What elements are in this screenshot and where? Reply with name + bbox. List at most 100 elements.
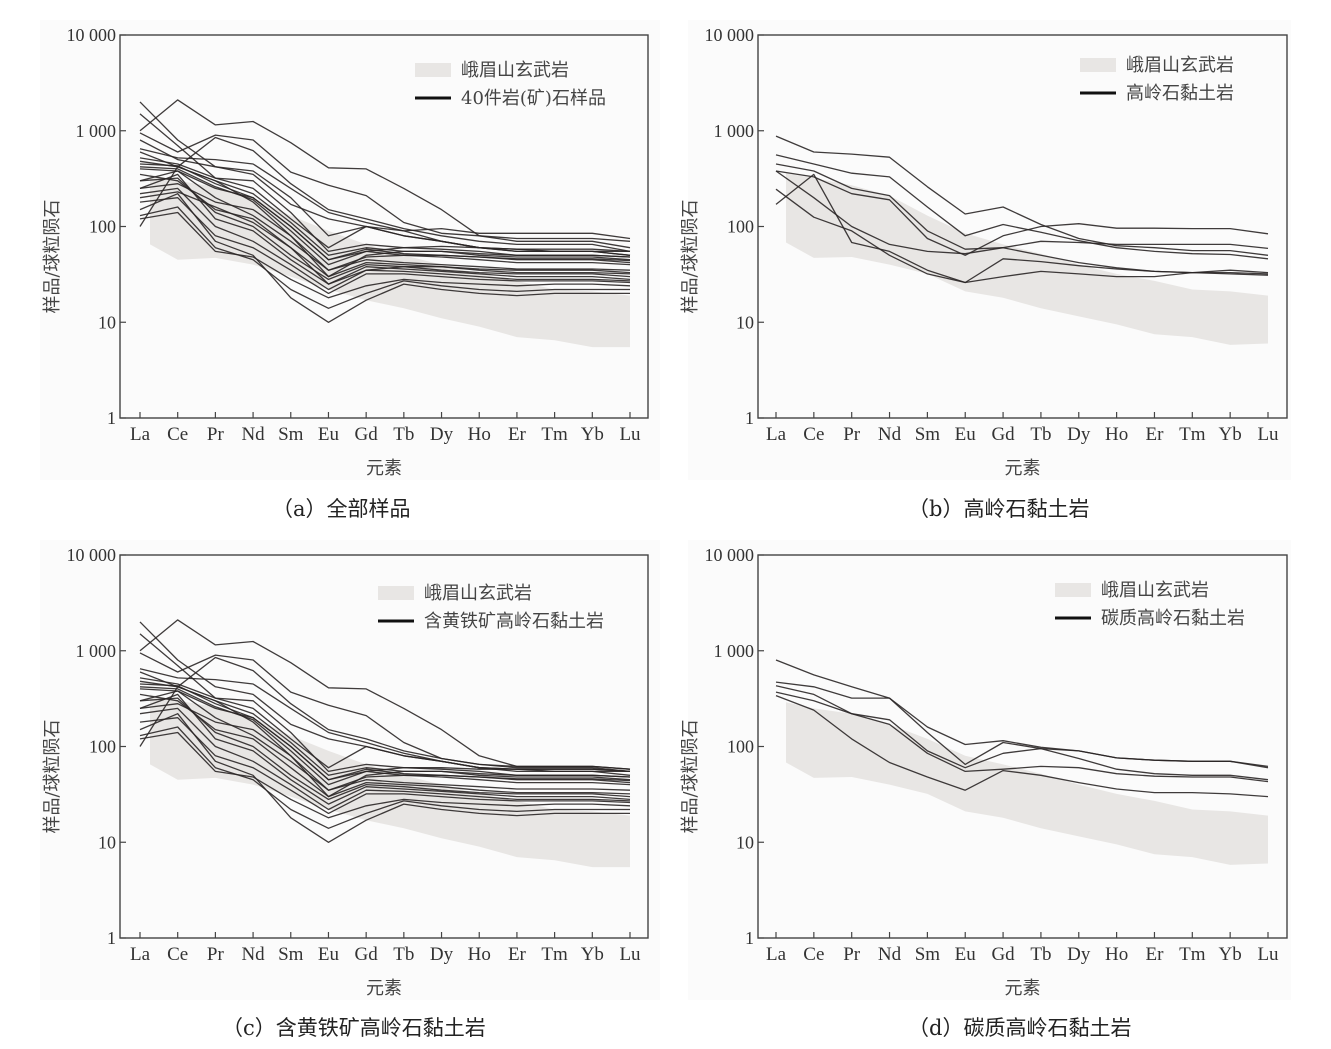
x-tick-label-d-Pr: Pr (843, 944, 861, 965)
series-line-d-5 (775, 694, 1269, 798)
x-tick-label-c-Nd: Nd (241, 944, 265, 965)
series-line-c-15 (139, 707, 631, 811)
series-line-b-2 (775, 154, 1269, 260)
y-tick-label-a-0: 1 (107, 408, 116, 428)
series-line-a-4 (139, 113, 631, 249)
y-axis-title-d: 样品/球粒陨石 (680, 719, 701, 833)
y-tick-label-a-2: 100 (89, 217, 116, 237)
series-line-a-20 (139, 211, 631, 299)
x-tick-label-d-La: La (766, 944, 787, 965)
x-tick-label-a-Tm: Tm (541, 424, 568, 445)
x-tick-label-b-Nd: Nd (878, 424, 902, 445)
chart-panel-c: 1 10 100 1 000 10 000 La Ce Pr Nd Sm Eu Gd Tb Dy Ho Er T… (42, 545, 649, 999)
x-tick-label-d-Ho: Ho (1105, 944, 1128, 965)
x-tick-label-c-Sm: Sm (278, 944, 304, 965)
basalt-band-b (786, 173, 1268, 345)
x-tick-label-a-Yb: Yb (581, 424, 604, 445)
series-line-b-6 (775, 188, 1269, 284)
x-tick-label-a-Ho: Ho (468, 424, 491, 445)
y-tick-label-d-3: 1 000 (714, 641, 755, 661)
series-line-c-12 (139, 693, 631, 798)
series-line-c-6 (139, 668, 631, 776)
x-tick-label-d-Eu: Eu (955, 944, 977, 965)
x-tick-label-b-Er: Er (1145, 424, 1164, 445)
x-tick-label-a-Dy: Dy (430, 424, 454, 445)
x-tick-label-c-Eu: Eu (318, 944, 340, 965)
x-axis-title-c: 元素 (366, 978, 402, 999)
x-tick-label-a-La: La (130, 424, 151, 445)
y-axis-title-c: 样品/球粒陨石 (42, 719, 63, 833)
x-tick-label-d-Yb: Yb (1219, 944, 1242, 965)
series-line-d-4 (775, 691, 1269, 783)
x-tick-label-b-Tm: Tm (1179, 424, 1206, 445)
series-line-c-20 (139, 671, 631, 798)
series-line-a-16 (139, 187, 631, 291)
y-tick-label-c-1: 10 (98, 832, 116, 852)
legend-label-c-1: 含黄铁矿高岭石黏土岩 (424, 611, 604, 632)
y-tick-label-c-0: 1 (107, 928, 116, 948)
legend-swatch-band (378, 586, 414, 600)
legend-a: 峨眉山玄武岩 40件岩(矿)石样品 (415, 60, 606, 109)
y-tick-label-b-1: 10 (736, 312, 754, 332)
x-tick-label-a-Pr: Pr (207, 424, 225, 445)
x-tick-label-c-Ce: Ce (167, 944, 188, 965)
y-tick-label-d-0: 1 (745, 928, 754, 948)
x-tick-label-d-Lu: Lu (1257, 944, 1279, 965)
series-line-a-24 (139, 191, 631, 285)
series-line-a-23 (139, 183, 631, 271)
y-tick-label-a-1: 10 (98, 312, 116, 332)
x-tick-label-b-Ce: Ce (803, 424, 824, 445)
legend-label-b-1: 高岭石黏土岩 (1126, 83, 1234, 104)
x-tick-label-c-Tm: Tm (541, 944, 568, 965)
y-tick-label-b-3: 1 000 (714, 121, 755, 141)
x-tick-label-b-La: La (766, 424, 787, 445)
y-tick-label-d-2: 100 (727, 737, 754, 757)
y-tick-label-b-4: 10 000 (705, 25, 755, 45)
x-tick-label-b-Lu: Lu (1257, 424, 1279, 445)
x-tick-label-d-Gd: Gd (991, 944, 1015, 965)
x-tick-label-c-La: La (130, 944, 151, 965)
series-line-a-3 (139, 132, 631, 242)
x-tick-label-a-Lu: Lu (619, 424, 641, 445)
series-line-d-3 (775, 685, 1269, 781)
y-tick-label-c-4: 10 000 (67, 545, 117, 565)
y-tick-label-b-2: 100 (727, 217, 754, 237)
legend-label-b-0: 峨眉山玄武岩 (1126, 55, 1234, 76)
series-line-a-18 (139, 193, 630, 323)
x-tick-label-d-Ce: Ce (803, 944, 824, 965)
legend-swatch-band (1055, 583, 1091, 597)
x-tick-label-c-Tb: Tb (393, 944, 414, 965)
series-line-a-7 (139, 148, 631, 256)
x-tick-label-a-Gd: Gd (355, 424, 379, 445)
series-line-d-2 (775, 681, 1269, 769)
series-line-c-14 (139, 693, 631, 805)
x-tick-label-a-Er: Er (508, 424, 527, 445)
x-tick-label-d-Dy: Dy (1067, 944, 1091, 965)
legend-swatch-band (1080, 58, 1116, 72)
x-axis-title-d: 元素 (1005, 978, 1041, 999)
x-tick-label-a-Ce: Ce (167, 424, 188, 445)
legend-label-a-0: 峨眉山玄武岩 (461, 60, 569, 81)
chart-panel-d: 1 10 100 1 000 10 000 La Ce Pr Nd Sm Eu Gd Tb Dy Ho Er T… (680, 545, 1288, 999)
y-tick-label-d-4: 10 000 (705, 545, 755, 565)
chart-panel-a: 1 10 100 1 000 10 000 La Ce Pr Nd Sm Eu Gd Tb Dy Ho Er T… (42, 25, 649, 479)
x-tick-label-d-Tm: Tm (1179, 944, 1206, 965)
series-line-b-1 (775, 135, 1269, 256)
series-line-c-3 (139, 652, 631, 770)
caption-c: （c）含黄铁矿高岭石黏土岩 (222, 1016, 486, 1040)
x-tick-label-a-Eu: Eu (318, 424, 340, 445)
x-tick-label-c-Lu: Lu (619, 944, 641, 965)
x-tick-label-d-Er: Er (1145, 944, 1164, 965)
x-tick-label-c-Er: Er (508, 944, 527, 965)
legend-label-c-0: 峨眉山玄武岩 (424, 583, 532, 604)
legend-label-a-1: 40件岩(矿)石样品 (461, 88, 606, 109)
series-line-a-5 (139, 136, 631, 253)
y-tick-label-a-3: 1 000 (76, 121, 117, 141)
x-tick-label-b-Sm: Sm (915, 424, 941, 445)
series-line-a-22 (139, 170, 631, 261)
series-line-a-17 (139, 197, 631, 295)
